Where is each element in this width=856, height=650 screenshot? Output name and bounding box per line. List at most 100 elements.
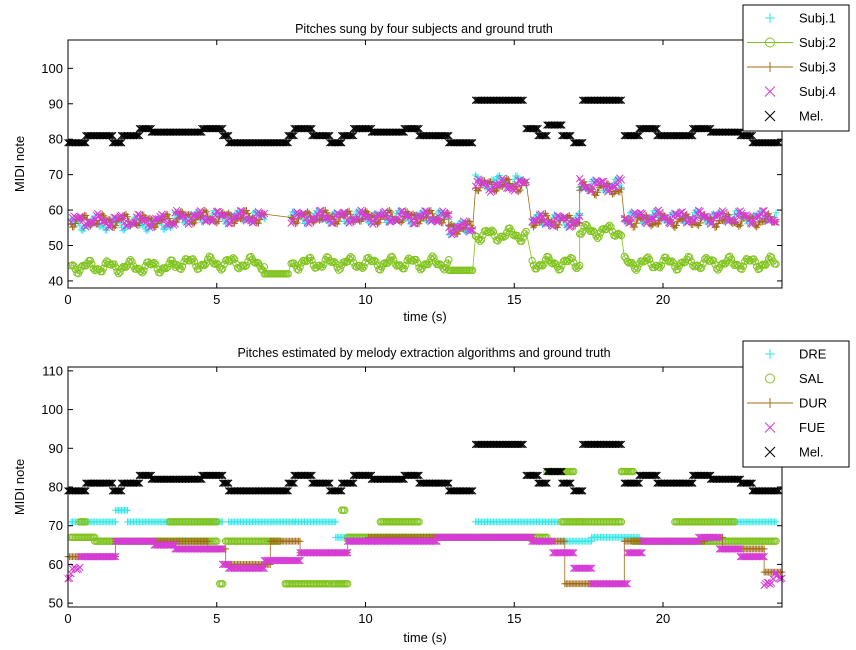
series-subj-2-point: [501, 232, 510, 240]
series-subj-4-point: [171, 220, 179, 228]
series-subj-4-point: [354, 213, 362, 221]
series-subj-2-point: [617, 231, 626, 240]
series-subj-4-point: [361, 213, 370, 222]
series-subj-4-point: [550, 219, 559, 228]
x-tick-label: 0: [64, 292, 71, 307]
series-subj-2-point: [296, 263, 304, 271]
series-subj-4-point: [471, 182, 480, 190]
series-sal-point: [217, 580, 225, 588]
series-subj-2-point: [401, 261, 410, 269]
series-subj-3-point: [191, 219, 198, 227]
series-subj-2-point: [751, 258, 759, 266]
series-subj-3-point: [333, 220, 341, 228]
series-subj-2-point: [152, 260, 160, 269]
series-subj-4-point: [134, 210, 142, 218]
series-subj-2-point: [427, 254, 435, 262]
series-subj-3-point: [616, 188, 624, 196]
series-subj-2-point: [657, 261, 666, 270]
series-dre-point: [332, 518, 340, 526]
series-subj-4-point: [210, 216, 218, 224]
series-fue: [64, 533, 786, 590]
series-subj-3-point: [427, 207, 435, 214]
series-subj-3-point: [693, 221, 701, 229]
series-subj-3-point: [677, 215, 685, 223]
series-subj-4-point: [574, 216, 582, 225]
x-tick-label: 5: [213, 292, 220, 307]
series-subj-2-point: [613, 230, 621, 239]
series-subj-2-point: [122, 263, 130, 271]
series-subj-2-point: [443, 259, 452, 267]
series-subj-4-point: [250, 218, 258, 226]
legend-label: Subj.3: [799, 60, 836, 75]
subjects-panel-title: Pitches sung by four subjects and ground…: [295, 22, 553, 36]
series-subj-2-point: [522, 227, 530, 236]
series-subj-2-point: [107, 261, 115, 269]
series-subj-2-point: [140, 266, 148, 275]
series-subj-3-point: [347, 210, 355, 218]
series-subj-2-point: [498, 232, 507, 241]
series-subj-3-point: [592, 191, 600, 199]
series-subj-4-point: [370, 218, 379, 227]
series-subj-4-point: [532, 216, 541, 225]
series-subj-4-point: [248, 218, 257, 227]
series-subj-2-point: [686, 253, 694, 262]
series-subj-4-point: [569, 217, 578, 226]
series-subj-2-point: [86, 256, 95, 265]
series-subj-2-point: [284, 270, 292, 278]
series-dur-point: [760, 545, 768, 553]
series-subj-2-point: [430, 254, 438, 262]
series-subj-4-point: [93, 209, 102, 218]
series-subj-3: [67, 174, 780, 238]
series-subj-4-point: [424, 211, 432, 219]
legend-label: Subj.2: [799, 35, 836, 50]
series-subj-2-point: [717, 260, 725, 269]
series-subj-4-point: [445, 210, 453, 219]
series-subj-2-point: [616, 230, 624, 239]
series-subj-4-point: [198, 209, 206, 217]
series-subj-2-point: [388, 252, 396, 261]
series-subj-2-point: [772, 260, 780, 268]
series-subj-2-point: [556, 265, 565, 273]
series-subj-2-point: [712, 264, 721, 273]
series-subj-2-point: [578, 227, 587, 236]
series-subj-2-point: [98, 267, 106, 276]
subjects-data-layer: [64, 96, 783, 278]
series-subj-4-point: [382, 209, 391, 217]
series-subj-2-point: [138, 269, 147, 277]
series-subj-3-point: [189, 220, 197, 228]
series-subj-2-point: [345, 255, 353, 263]
x-tick-label: 20: [656, 292, 670, 307]
series-subj-4-point: [538, 212, 547, 221]
series-subj-2-point: [669, 259, 678, 267]
series-subj-2-point: [568, 254, 576, 263]
series-subj-2-point: [714, 266, 722, 274]
series-subj-4-point: [159, 212, 167, 220]
series-subj-2-point: [599, 225, 608, 233]
series-subj-4-point: [556, 214, 565, 222]
series-subj-2-point: [126, 256, 135, 264]
y-tick-label: 90: [49, 96, 63, 111]
series-subj-3-point: [243, 207, 250, 214]
algorithms-pitch-panel: Pitches estimated by melody extraction a…: [12, 340, 850, 645]
series-subj-4-point: [186, 218, 194, 227]
series-subj-2-point: [372, 257, 380, 266]
series-subj-2-point: [476, 237, 484, 245]
series-subj-4-point: [479, 180, 487, 188]
series-subj-3-point: [503, 174, 511, 182]
series-subj-4-point: [221, 212, 230, 220]
series-subj-2-point: [571, 263, 579, 271]
series-subj-2-point: [576, 261, 584, 270]
series-subj-4-point: [180, 212, 188, 220]
series-subj-4-point: [442, 211, 450, 219]
series-subj-3-point: [713, 223, 720, 231]
series-subj-3-point: [632, 219, 640, 227]
series-subj-2-point: [229, 254, 237, 262]
series-subj-4-point: [76, 212, 84, 221]
series-subj-4: [67, 174, 780, 239]
series-subj-4-point: [511, 185, 520, 193]
series-subj-4-point: [395, 211, 404, 219]
series-subj-4-point: [290, 213, 298, 222]
series-subj-1-point: [77, 226, 85, 234]
series-subj-2-point: [727, 255, 736, 263]
series-subj-2-point: [400, 264, 408, 273]
